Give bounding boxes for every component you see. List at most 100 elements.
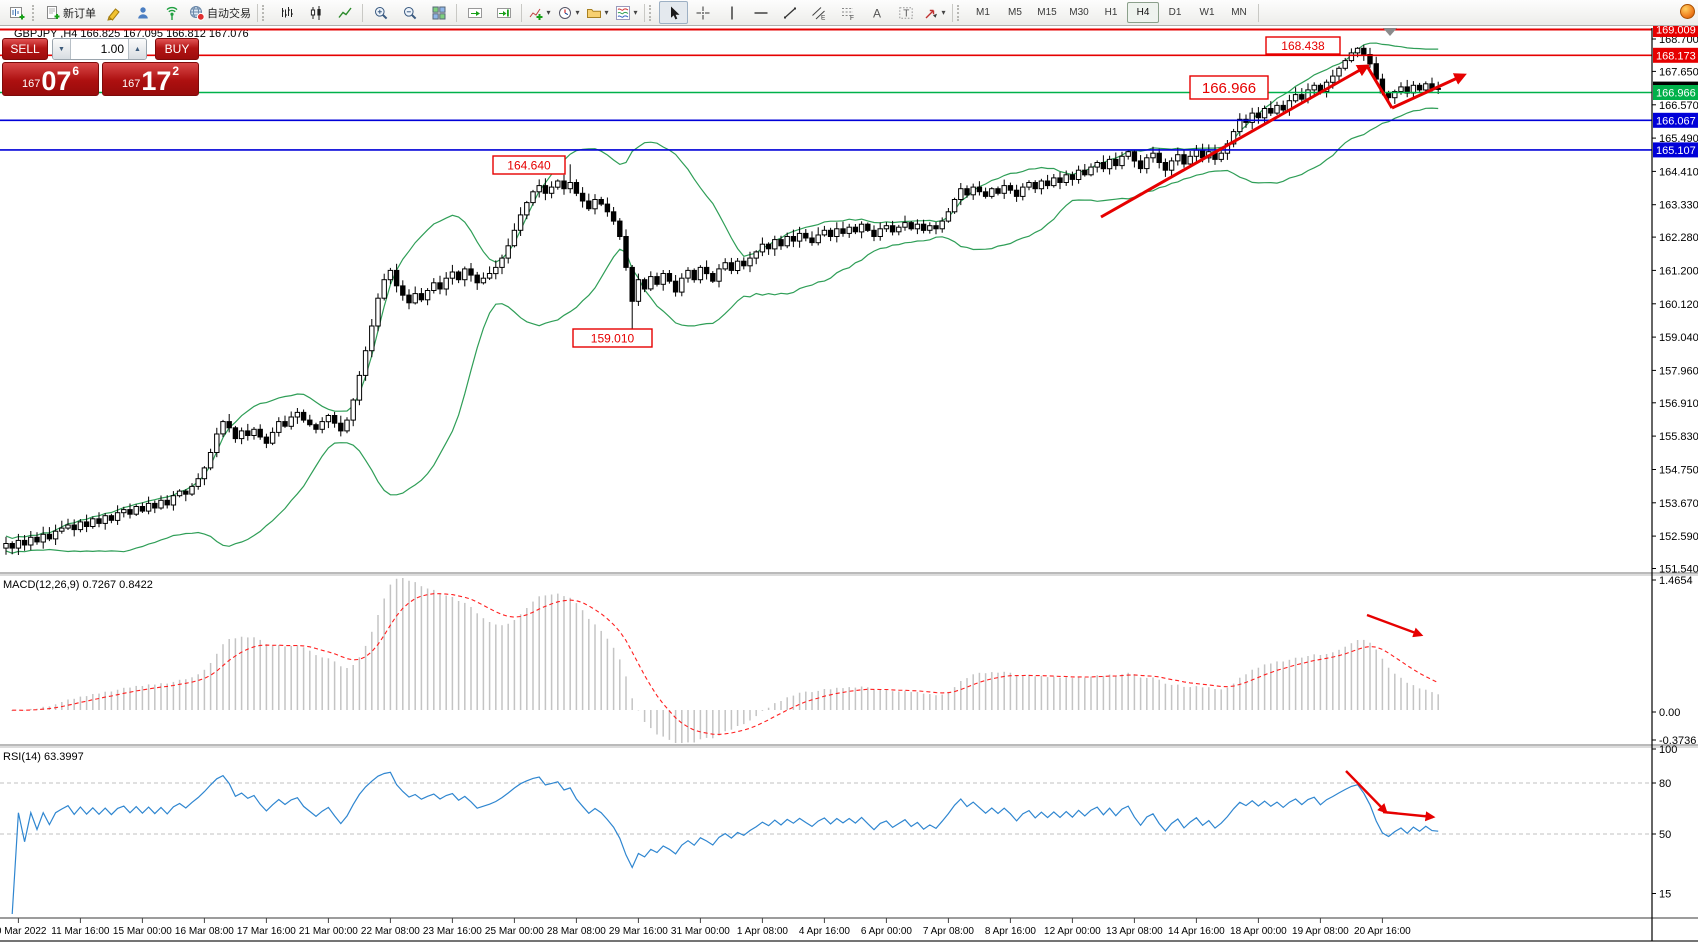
svg-text:154.750: 154.750 (1659, 465, 1698, 477)
candle-body (579, 192, 586, 202)
vertical-line-tool-button[interactable] (717, 1, 746, 24)
candle-body (164, 499, 170, 506)
svg-text:160.120: 160.120 (1659, 299, 1698, 311)
svg-text:E: E (821, 14, 826, 21)
line-chart-button[interactable] (330, 1, 359, 24)
timeframe-button-M1[interactable]: M1 (976, 7, 990, 18)
fibonacci-tool-button[interactable]: F (833, 1, 862, 24)
text-tool-button[interactable]: A (862, 1, 891, 24)
candle-body (493, 266, 499, 275)
zoom-in-button[interactable] (366, 1, 395, 24)
trendline-tool-button[interactable] (775, 1, 804, 24)
annotation-box[interactable] (492, 155, 566, 175)
signals-button[interactable] (157, 1, 186, 24)
trend-arrow[interactable] (1391, 73, 1467, 110)
candle-body (238, 430, 245, 440)
candle-body (927, 225, 933, 231)
templates-button[interactable]: ▾ (612, 1, 641, 24)
timeframe-button-M15[interactable]: M15 (1037, 7, 1057, 18)
volume-down-button[interactable]: ▼ (53, 39, 71, 59)
candle-body (1013, 189, 1020, 197)
candle-body (468, 268, 474, 276)
timeframe-button-M30[interactable]: M30 (1069, 7, 1089, 18)
rsi-trend-arrow[interactable] (1382, 810, 1436, 822)
macd-label: MACD(12,26,9) 0.7267 0.8422 (3, 579, 153, 591)
candle-body (28, 536, 34, 546)
timeframe-button-H1[interactable]: H1 (1104, 7, 1118, 18)
buy-price-display[interactable]: 167 17 2 (102, 62, 199, 96)
toolbar-overflow-icon[interactable] (1680, 4, 1695, 19)
annotation-box[interactable] (1265, 36, 1341, 55)
bar-chart-button[interactable] (272, 1, 301, 24)
autotrading-button[interactable]: 自动交易 (186, 1, 254, 24)
timeframe-button-D1[interactable]: D1 (1168, 7, 1182, 18)
candle-chart-button[interactable] (301, 1, 330, 24)
candle-body (381, 279, 387, 299)
price-annotations[interactable]: 164.640 159.010 168.438 166.966 (492, 36, 1341, 348)
periods-button[interactable]: ▾ (554, 1, 583, 24)
profiles-button[interactable]: ▾ (583, 1, 612, 24)
indicators-button[interactable]: ▾ (525, 1, 554, 24)
candle-body (1137, 160, 1144, 170)
rsi-trend-arrow[interactable] (1345, 770, 1388, 814)
timeframe-button-W1[interactable]: W1 (1199, 7, 1215, 18)
candle-body (486, 273, 493, 279)
cursor-icon (670, 6, 679, 19)
candle-body (772, 239, 778, 250)
volume-up-button[interactable]: ▲ (128, 39, 146, 59)
buy-button[interactable]: BUY (155, 38, 199, 60)
annotation-box[interactable] (1189, 75, 1269, 100)
horizontal-line-tool-button[interactable] (746, 1, 775, 24)
sell-price-display[interactable]: 167 07 6 (2, 62, 99, 96)
candle-body (716, 268, 722, 282)
auto-scroll-button[interactable] (460, 1, 489, 24)
annotation-box[interactable] (572, 328, 653, 348)
candle-body (1342, 60, 1348, 69)
new-chart-button[interactable] (2, 1, 31, 24)
crosshair-tool-button[interactable] (688, 1, 717, 24)
equidistant-channel-tool-button[interactable]: E (804, 1, 833, 24)
svg-text:166.067: 166.067 (1656, 115, 1696, 127)
metaeditor-button[interactable] (99, 1, 128, 24)
zoom-out-button[interactable] (395, 1, 424, 24)
candle-body (1082, 169, 1088, 176)
text-label-tool-button[interactable]: T (891, 1, 920, 24)
candle-body (734, 260, 741, 271)
macd-trend-arrow[interactable] (1366, 613, 1424, 638)
candle-body (34, 536, 40, 543)
trend-arrow[interactable] (1365, 65, 1394, 109)
price-lines[interactable] (0, 28, 1652, 151)
annotation-text: 159.010 (591, 331, 635, 345)
text-label-icon: T (898, 6, 913, 19)
toolbar-grip (262, 4, 269, 21)
trend-arrow[interactable] (1100, 64, 1370, 219)
panel-frame (0, 28, 1698, 942)
timeframe-button-H4[interactable]: H4 (1127, 2, 1159, 23)
candle-body (914, 223, 921, 230)
tile-windows-button[interactable] (424, 1, 453, 24)
volume-input[interactable] (71, 39, 128, 59)
time-label: 28 Mar 08:00 (547, 926, 606, 937)
candle-body (412, 293, 418, 304)
sell-price-sup: 6 (72, 64, 80, 78)
arrows-tool-button[interactable]: ▾ (920, 1, 949, 24)
new-order-button[interactable]: 新订单 (42, 1, 99, 24)
chart-shift-marker-icon[interactable] (1383, 28, 1397, 36)
profiles-folder-icon (587, 8, 602, 18)
candle-body (951, 199, 958, 213)
candle-body (362, 350, 369, 376)
candle-body (375, 297, 381, 327)
sell-button[interactable]: SELL (2, 38, 48, 60)
candle-body (325, 415, 332, 423)
community-button[interactable] (128, 1, 157, 24)
trend-arrows[interactable] (1100, 64, 1467, 219)
candle-body (697, 266, 704, 281)
time-label: 19 Apr 08:00 (1292, 926, 1349, 937)
cursor-tool-button[interactable] (659, 1, 688, 24)
chart-shift-button[interactable] (489, 1, 518, 24)
timeframe-button-MN[interactable]: MN (1231, 7, 1247, 18)
timeframe-button-M5[interactable]: M5 (1008, 7, 1022, 18)
chart-canvas: GBPJPY ,H4 166.825 167.095 166.812 167.0… (0, 22, 1698, 942)
candle-body (102, 515, 108, 524)
signals-icon (166, 6, 177, 20)
